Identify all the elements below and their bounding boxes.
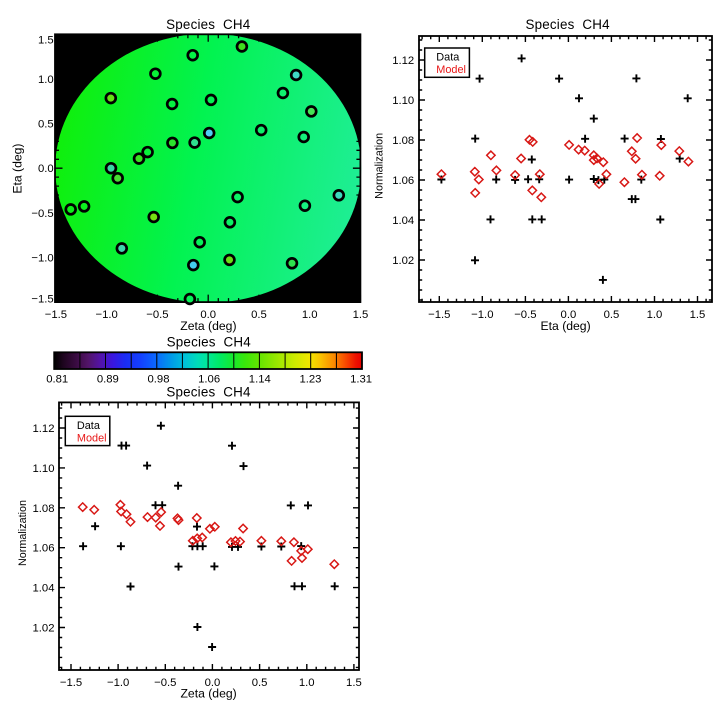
svg-text:−1.0: −1.0 xyxy=(31,252,53,264)
svg-text:1.12: 1.12 xyxy=(392,55,414,67)
svg-text:1.31: 1.31 xyxy=(350,374,372,386)
svg-text:Zeta (deg): Zeta (deg) xyxy=(180,319,236,333)
svg-text:−1.0: −1.0 xyxy=(471,309,493,321)
svg-text:1.23: 1.23 xyxy=(299,374,321,386)
svg-text:Eta (deg): Eta (deg) xyxy=(10,144,24,194)
svg-text:Species CH4: Species CH4 xyxy=(166,384,251,399)
svg-text:Model: Model xyxy=(77,433,107,445)
svg-text:1.12: 1.12 xyxy=(33,423,55,435)
svg-text:1.02: 1.02 xyxy=(392,255,414,267)
svg-text:1.02: 1.02 xyxy=(33,623,55,635)
svg-text:1.5: 1.5 xyxy=(38,35,54,47)
svg-text:0.98: 0.98 xyxy=(148,374,170,386)
svg-text:−1.5: −1.5 xyxy=(31,293,53,305)
svg-text:Species CH4: Species CH4 xyxy=(166,17,251,32)
svg-text:1.5: 1.5 xyxy=(690,309,706,321)
svg-text:−1.0: −1.0 xyxy=(107,677,129,689)
svg-text:1.0: 1.0 xyxy=(38,74,54,86)
svg-text:1.10: 1.10 xyxy=(392,95,414,107)
svg-text:Data: Data xyxy=(436,52,460,64)
svg-text:−0.5: −0.5 xyxy=(146,309,168,321)
svg-text:−1.5: −1.5 xyxy=(60,677,82,689)
svg-text:1.5: 1.5 xyxy=(353,309,369,321)
svg-text:Normalization: Normalization xyxy=(17,500,29,566)
svg-text:0.5: 0.5 xyxy=(251,309,267,321)
svg-text:0.89: 0.89 xyxy=(97,374,119,386)
svg-text:1.06: 1.06 xyxy=(392,175,414,187)
svg-text:0.5: 0.5 xyxy=(38,119,54,131)
svg-text:−1.5: −1.5 xyxy=(428,309,450,321)
svg-text:0.81: 0.81 xyxy=(46,374,68,386)
svg-text:1.08: 1.08 xyxy=(33,503,55,515)
svg-text:−1.5: −1.5 xyxy=(45,309,67,321)
svg-text:−0.5: −0.5 xyxy=(31,208,53,220)
svg-text:1.0: 1.0 xyxy=(299,677,315,689)
svg-text:0.0: 0.0 xyxy=(200,309,216,321)
svg-text:Species CH4: Species CH4 xyxy=(167,335,252,350)
svg-text:1.14: 1.14 xyxy=(249,374,271,386)
svg-text:Normalization: Normalization xyxy=(374,133,386,199)
svg-text:1.0: 1.0 xyxy=(647,309,663,321)
svg-text:0.0: 0.0 xyxy=(205,677,221,689)
svg-text:Species CH4: Species CH4 xyxy=(525,17,610,32)
svg-text:0.0: 0.0 xyxy=(561,309,577,321)
svg-text:0.5: 0.5 xyxy=(604,309,620,321)
svg-text:1.06: 1.06 xyxy=(33,543,55,555)
svg-text:1.08: 1.08 xyxy=(392,135,414,147)
svg-text:Model: Model xyxy=(436,64,466,76)
svg-text:1.10: 1.10 xyxy=(33,463,55,475)
svg-text:−0.5: −0.5 xyxy=(154,677,176,689)
svg-text:Data: Data xyxy=(77,420,101,432)
svg-text:1.04: 1.04 xyxy=(392,215,414,227)
svg-text:1.0: 1.0 xyxy=(302,309,318,321)
svg-text:1.04: 1.04 xyxy=(33,583,55,595)
svg-text:0.0: 0.0 xyxy=(38,163,54,175)
svg-text:1.06: 1.06 xyxy=(198,374,220,386)
svg-text:−0.5: −0.5 xyxy=(514,309,536,321)
svg-text:−1.0: −1.0 xyxy=(96,309,118,321)
svg-text:1.5: 1.5 xyxy=(346,677,362,689)
svg-text:0.5: 0.5 xyxy=(252,677,268,689)
svg-text:Zeta (deg): Zeta (deg) xyxy=(180,686,236,700)
svg-text:Eta (deg): Eta (deg) xyxy=(541,319,591,333)
